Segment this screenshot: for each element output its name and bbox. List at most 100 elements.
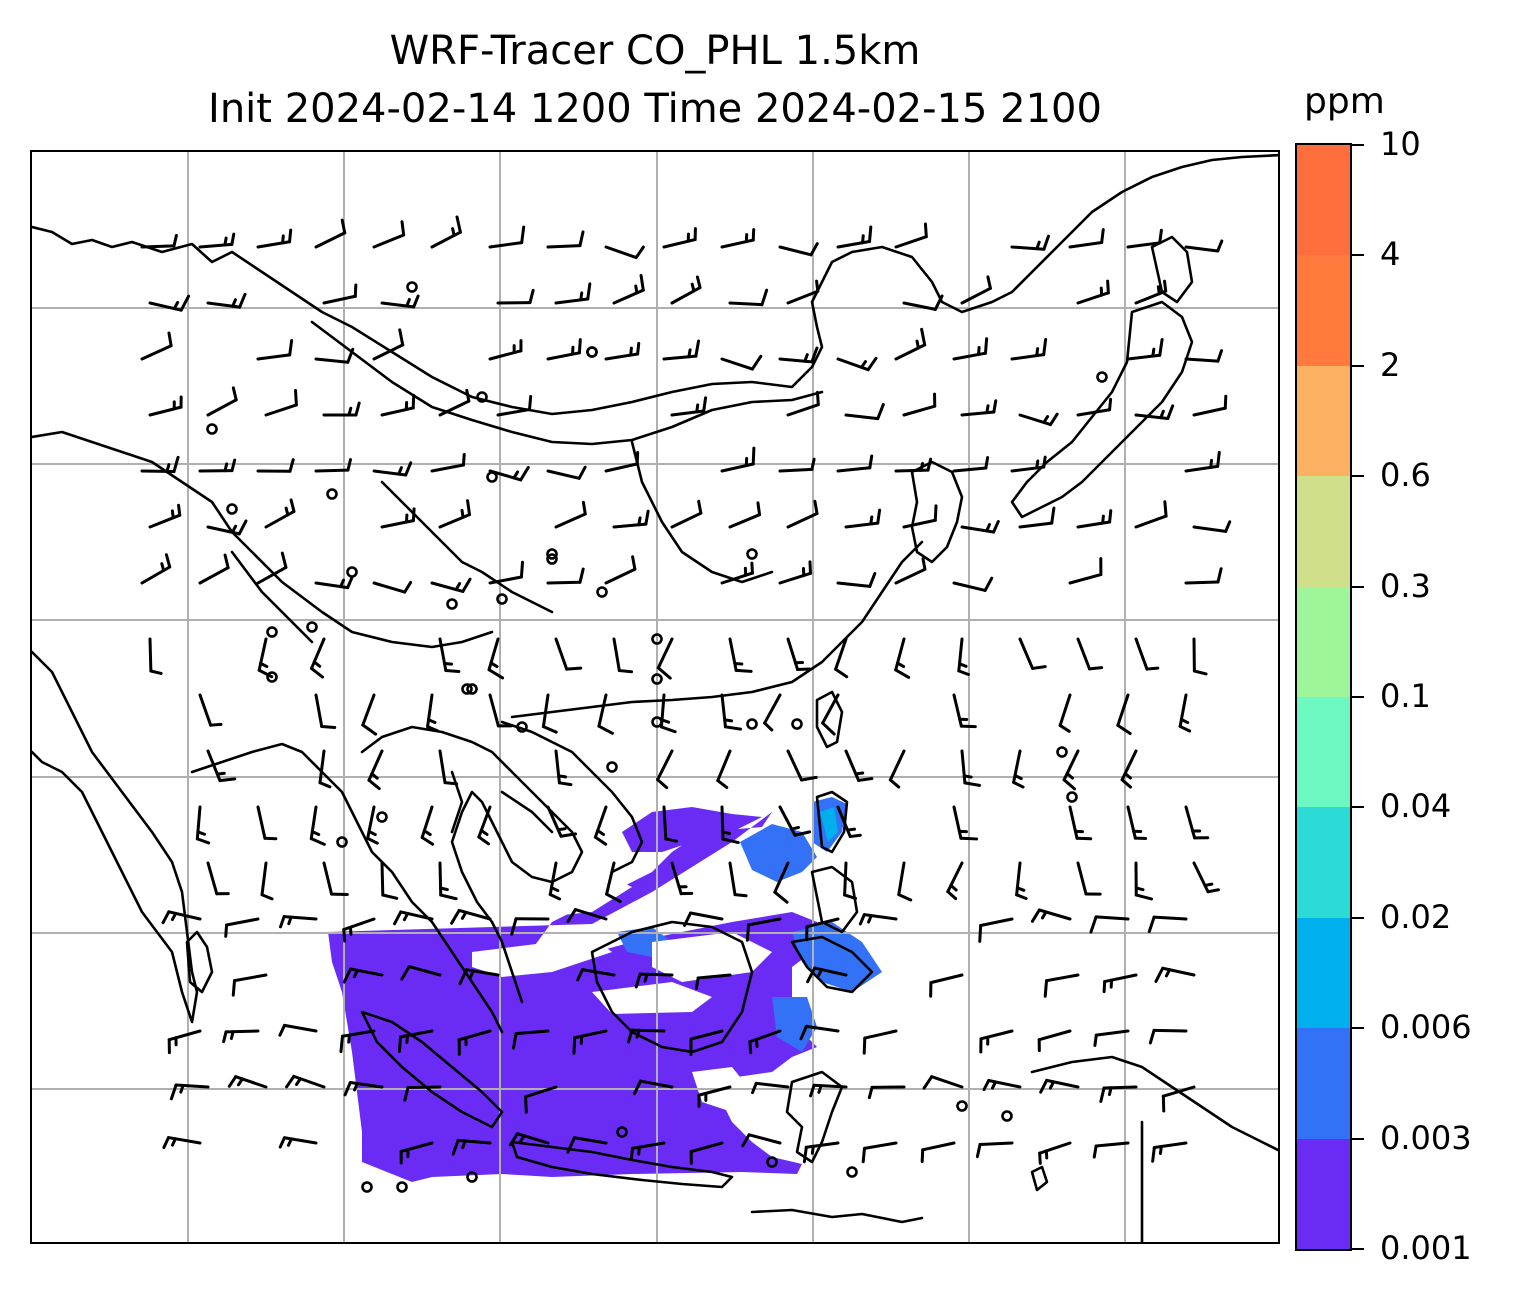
wind-barb-staff [456,1138,492,1145]
colorbar-segment [1297,255,1350,366]
wind-barb-flag [920,327,927,347]
wind-barb [264,389,298,417]
wind-barb-flag [439,893,458,901]
wind-barb-flag [809,242,819,257]
wind-barb [670,861,694,896]
wind-barb [1126,805,1148,840]
wind-barb-staff [656,749,674,782]
wind-barb-flag [548,892,562,901]
wind-barb-staff [148,637,153,673]
wind-barb [1192,861,1220,894]
wind-barb [716,749,732,789]
wind-barb-staff [430,230,462,249]
wind-barb-flag [721,837,740,845]
wind-barb-staff [198,693,213,727]
wind-barb-staff [1010,245,1046,251]
wind-barb [894,327,927,361]
wind-barb-staff [836,581,872,588]
wind-barb [612,509,650,529]
wind-barb-half-flag [281,234,285,245]
wind-barb-flag [318,781,332,789]
wind-barb-staff [689,911,724,921]
wind-barb [195,805,211,845]
wind-barb-flag [572,1036,577,1055]
wind-barb [488,225,526,249]
wind-barb-staff [862,1141,898,1150]
wind-barb-half-flag [1203,882,1214,887]
wind-barb [1154,966,1196,983]
wind-barb-half-flag [1159,409,1165,420]
wind-barb-half-flag [460,508,465,519]
wind-barb-staff [206,398,238,417]
wind-barb [604,245,645,260]
wind-barb-staff [662,805,668,841]
wind-barb-staff [546,580,582,585]
wind-barb-half-flag [165,463,171,473]
wind-barb [1076,397,1113,417]
wind-barb-staff [748,1029,782,1044]
wind-barb [310,637,326,679]
wind-barb [438,637,461,673]
wind-barb [979,1029,1014,1054]
wind-barb [140,233,178,249]
wind-barb-staff [1068,240,1104,249]
wind-barb-flag [644,509,650,526]
wind-barb-half-flag [695,403,700,414]
wind-barb [748,1029,782,1055]
wind-barb [1058,693,1072,733]
colorbar-segment [1297,365,1350,477]
wind-barb [400,965,442,981]
wind-barb [260,861,274,901]
wind-barb [821,693,840,736]
wind-barb-half-flag [367,829,377,837]
wind-barb-staff [140,469,176,474]
wind-barb [1148,1028,1188,1045]
wind-barb-flag [577,465,587,480]
wind-barb-half-flag [215,771,226,776]
plume-region-visayas [740,824,817,882]
wind-barb-half-flag [1035,240,1041,251]
wind-barb-half-flag [1179,718,1190,725]
coastline-segment [360,725,584,1004]
wind-barb-staff [1094,915,1130,921]
wind-barb-flag [519,465,530,482]
wind-barb-flag [346,576,354,590]
wind-barb [894,637,911,679]
wind-barb [169,1083,210,1101]
wind-barb-staff [256,353,292,361]
plume-region-celebes [772,997,817,1052]
plume-clear-gap [472,937,612,977]
wind-barb-staff [361,693,376,727]
wind-barb-flag [992,520,1000,534]
wind-barb-flag [806,966,817,984]
wind-barb-flag [634,245,645,260]
wind-barb [960,520,1000,534]
wind-barb [572,1029,608,1055]
wind-barb-flag [278,1023,286,1037]
wind-barb-staff [314,357,350,364]
calm-wind-circle [346,566,358,578]
wind-barb-staff [367,749,384,782]
wind-barb-staff [1103,973,1138,984]
wind-barb-flag [169,1083,178,1101]
wind-barb-staff [198,566,230,585]
wind-barb-flag [1108,397,1113,412]
wind-barb-half-flag [223,462,229,473]
wind-barb-staff [773,861,790,894]
calm-wind-circle [336,836,348,848]
wind-barb-staff [349,967,384,977]
wind-barb-half-flag [170,509,175,520]
wind-barb [728,861,748,898]
calm-wind-circle [1096,371,1108,383]
wind-barb-flag [320,724,337,730]
wind-barb-flag [403,580,413,594]
wind-barb [256,551,288,585]
wind-barb-half-flag [402,911,410,922]
wind-barb [1126,228,1163,249]
wind-barb-flag [393,910,403,926]
wind-barb [844,403,885,421]
calm-wind-circle [746,718,758,730]
wind-barb-flag [745,923,751,942]
wind-barb-half-flag [629,346,633,357]
colorbar-tick [1352,1137,1364,1140]
